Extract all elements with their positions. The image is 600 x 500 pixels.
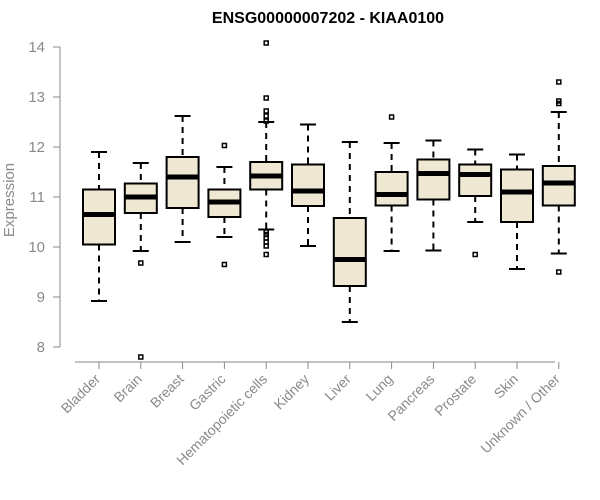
outlier-point	[263, 251, 269, 258]
y-ticks: 8 9 10 11 12 13 14	[28, 39, 60, 356]
outlier-point	[263, 95, 269, 101]
box-pancreas	[416, 139, 451, 252]
iqr-box	[458, 163, 493, 197]
chart-title: ENSG00000007202 - KIAA0100	[212, 10, 444, 27]
box-hematopoietic-cells	[249, 40, 284, 258]
outlier-point	[556, 100, 562, 107]
y-tick-label: 11	[29, 189, 45, 206]
y-tick-label: 13	[28, 89, 45, 106]
box-lung	[374, 114, 409, 252]
outlier-point	[263, 108, 269, 114]
box-liver	[332, 141, 367, 323]
y-tick-label: 12	[28, 139, 45, 156]
box-breast	[165, 115, 200, 243]
outlier-point	[556, 79, 562, 85]
x-tick-label: Unknown / Other	[477, 371, 563, 457]
outlier-point	[472, 251, 478, 258]
iqr-box	[541, 165, 576, 207]
outlier-point	[221, 261, 228, 268]
box-gastric	[207, 142, 242, 268]
y-axis-label: Expression	[1, 163, 18, 237]
outlier-point	[138, 260, 144, 266]
y-tick-label: 10	[28, 239, 45, 256]
boxes-layer	[82, 40, 576, 360]
box-bladder	[82, 151, 116, 302]
x-tick-label: Prostate	[431, 371, 479, 419]
x-tick-label: Lung	[362, 371, 395, 404]
x-tick-label: Bladder	[58, 371, 104, 417]
box-brain	[123, 162, 158, 360]
box-skin	[500, 153, 534, 270]
outlier-point	[263, 243, 269, 249]
outlier-point	[388, 114, 395, 120]
x-tick-label: Kidney	[271, 371, 313, 413]
x-tick-label: Skin	[491, 371, 522, 402]
y-tick-label: 14	[28, 39, 45, 56]
box-kidney	[291, 123, 325, 247]
iqr-box	[165, 156, 200, 209]
y-tick-label: 9	[37, 289, 45, 306]
y-tick-label: 8	[37, 339, 45, 356]
outlier-point	[263, 118, 269, 124]
outlier-point	[263, 40, 269, 46]
outlier-point	[221, 142, 228, 149]
outlier-point	[556, 269, 562, 275]
x-tick-label: Breast	[147, 371, 187, 411]
iqr-box	[416, 158, 451, 201]
iqr-box	[374, 171, 409, 207]
x-tick-label: Brain	[110, 371, 144, 405]
iqr-box	[500, 168, 534, 223]
outlier-point	[138, 354, 144, 360]
iqr-box	[332, 217, 367, 287]
outlier-point	[263, 113, 269, 119]
box-unknown-other	[541, 79, 576, 275]
x-tick-label: Liver	[321, 371, 354, 404]
iqr-box	[291, 163, 325, 207]
box-prostate	[458, 148, 493, 258]
